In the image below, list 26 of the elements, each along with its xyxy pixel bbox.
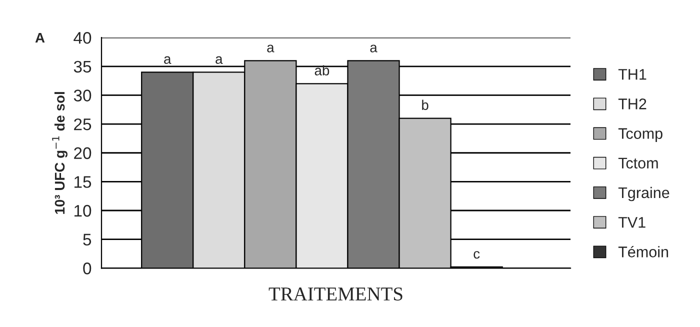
legend-label: Tcomp bbox=[618, 128, 662, 142]
y-tick-label: 5 bbox=[83, 234, 92, 246]
legend-label: Tctom bbox=[618, 158, 658, 169]
y-tick-label: 20 bbox=[74, 147, 92, 160]
text: A bbox=[35, 32, 45, 43]
legend-label: Témoin bbox=[618, 246, 668, 258]
y-axis-title: 10³ UFC g$^{−1}$ de sol bbox=[52, 92, 68, 214]
y-tick-label: 10 bbox=[74, 204, 92, 217]
data-label: a bbox=[164, 56, 172, 64]
legend-label: TH1 bbox=[618, 69, 646, 80]
y-tick-label: 30 bbox=[74, 90, 92, 102]
y-tick-label: 40 bbox=[74, 32, 92, 44]
data-label: a bbox=[267, 44, 274, 52]
data-label: a bbox=[216, 56, 223, 64]
data-label: ab bbox=[314, 65, 330, 76]
data-label: b bbox=[422, 100, 428, 110]
legend-label: TH2 bbox=[618, 98, 646, 110]
y-tick-label: 15 bbox=[74, 176, 92, 188]
y-tick-label: 25 bbox=[74, 118, 92, 130]
x-axis-title: TRAITEMENTS bbox=[268, 288, 402, 301]
y-tick-label: 0 bbox=[83, 262, 92, 274]
legend-label: TV1 bbox=[618, 217, 646, 228]
data-label: a bbox=[370, 44, 378, 52]
y-tick-label: 35 bbox=[74, 60, 92, 73]
data-label: c bbox=[474, 251, 480, 259]
legend-label: Tgraine bbox=[618, 186, 670, 202]
